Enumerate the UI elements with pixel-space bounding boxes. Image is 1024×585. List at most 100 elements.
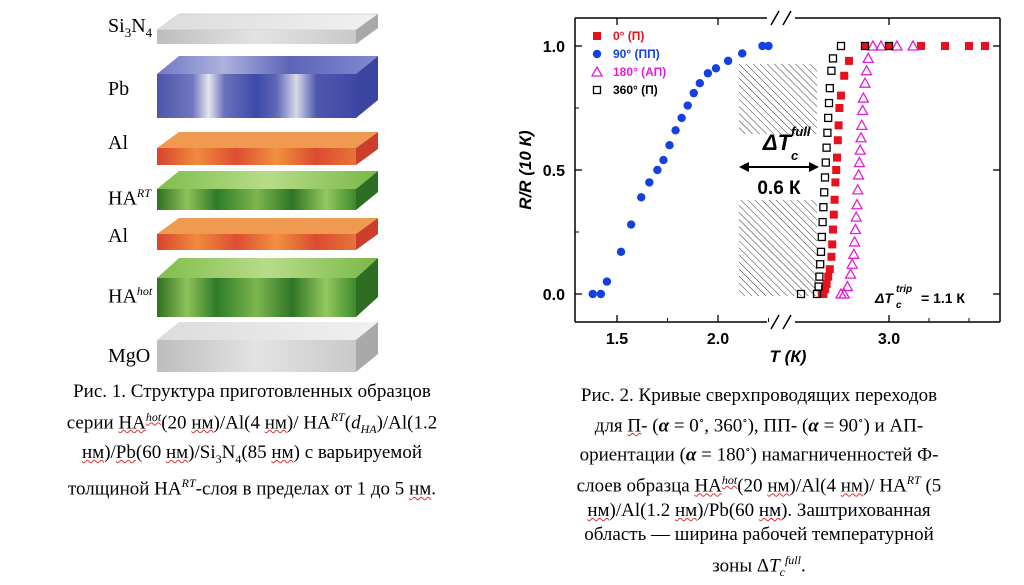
layer-si3n4 bbox=[156, 13, 379, 44]
series-1 bbox=[588, 41, 773, 299]
data-point bbox=[824, 272, 833, 281]
legend-label: 180° (АП) bbox=[613, 65, 666, 79]
data-point bbox=[822, 280, 831, 289]
data-point bbox=[588, 289, 597, 299]
data-point bbox=[884, 41, 894, 51]
data-point bbox=[816, 260, 825, 269]
data-point bbox=[837, 91, 845, 100]
legend-label: 90° (ПП) bbox=[613, 47, 660, 61]
data-point bbox=[796, 289, 806, 299]
data-point bbox=[858, 76, 872, 88]
data-point bbox=[677, 113, 686, 123]
data-point bbox=[723, 56, 733, 66]
y-tick-label: 1.0 bbox=[543, 39, 565, 56]
data-point bbox=[831, 178, 840, 187]
data-point bbox=[840, 71, 849, 80]
data-point bbox=[815, 272, 824, 281]
data-point bbox=[829, 225, 837, 234]
data-point bbox=[832, 166, 841, 174]
data-point bbox=[854, 131, 868, 143]
layer-pb bbox=[157, 56, 378, 118]
axis-break-mark bbox=[782, 10, 792, 26]
data-point bbox=[890, 39, 904, 51]
data-point bbox=[836, 41, 846, 51]
y-tick-label: 0.0 bbox=[543, 287, 565, 304]
data-point bbox=[645, 178, 654, 187]
data-point bbox=[860, 64, 873, 76]
series-0 bbox=[817, 42, 989, 298]
data-point bbox=[758, 41, 767, 51]
data-point bbox=[866, 39, 880, 51]
annotation-trip-value: = 1.1 К bbox=[921, 290, 965, 306]
data-point bbox=[833, 136, 842, 145]
data-point bbox=[850, 210, 863, 222]
annotation-full-symbol: ΔT bbox=[762, 130, 793, 155]
data-point bbox=[847, 247, 860, 259]
label-pb: Pb bbox=[108, 78, 130, 100]
x-axis-label: T (К) bbox=[770, 347, 807, 366]
data-point bbox=[848, 235, 861, 247]
data-point bbox=[596, 289, 606, 299]
data-point bbox=[855, 119, 868, 131]
data-point bbox=[637, 193, 646, 202]
data-point bbox=[874, 39, 888, 51]
data-point bbox=[820, 173, 830, 182]
data-point bbox=[821, 158, 830, 167]
data-point bbox=[665, 141, 674, 150]
data-point bbox=[854, 143, 867, 155]
x-tick-label: 2.0 bbox=[707, 331, 729, 348]
data-point bbox=[844, 267, 857, 279]
data-point bbox=[885, 42, 893, 50]
data-point bbox=[841, 280, 854, 292]
data-point bbox=[849, 223, 862, 235]
layer-al-top bbox=[157, 132, 378, 165]
layer-na-hot bbox=[157, 258, 378, 317]
y-axis-label: R/R (10 К) bbox=[516, 130, 535, 210]
data-point bbox=[833, 153, 841, 162]
series-2 bbox=[834, 39, 920, 299]
data-point bbox=[850, 198, 864, 210]
data-point bbox=[834, 121, 843, 130]
layer-na-rt bbox=[157, 171, 378, 210]
transition-chart: 0.0 0.5 1.0 1.5 2.0 3.0 T (К) R/R (10 К) 0° (П) 9… bbox=[516, 10, 1001, 366]
data-point bbox=[827, 66, 836, 75]
data-point bbox=[822, 143, 831, 152]
data-point bbox=[814, 282, 823, 291]
data-point bbox=[683, 101, 692, 110]
data-point bbox=[851, 183, 864, 195]
series-3 bbox=[796, 41, 894, 299]
label-al-bottom: Al bbox=[108, 225, 128, 247]
data-point bbox=[602, 277, 612, 286]
data-point bbox=[626, 220, 636, 229]
data-point bbox=[827, 252, 836, 261]
annotation-trip-sup: trip bbox=[896, 284, 912, 295]
data-point bbox=[828, 240, 837, 249]
data-point bbox=[981, 42, 989, 50]
label-na-hot: HAhot bbox=[108, 284, 153, 308]
data-point bbox=[821, 285, 829, 294]
annotation-full-sub: c bbox=[791, 148, 799, 163]
data-point bbox=[941, 42, 949, 50]
data-point bbox=[852, 168, 865, 180]
data-point bbox=[828, 54, 838, 63]
data-point bbox=[835, 104, 844, 112]
data-point bbox=[703, 69, 713, 78]
legend: 0° (П) 90° (ПП) 180° (АП) 360° (П) bbox=[590, 29, 666, 97]
label-mgo: MgO bbox=[108, 345, 151, 367]
data-point bbox=[689, 88, 698, 98]
x-tick-label: 1.5 bbox=[606, 331, 628, 348]
data-point bbox=[860, 41, 870, 51]
legend-label: 0° (П) bbox=[613, 29, 644, 43]
data-point bbox=[846, 257, 859, 269]
legend-label: 360° (П) bbox=[613, 83, 658, 97]
annotation-trip-symbol: ΔT bbox=[874, 290, 894, 306]
data-point bbox=[819, 290, 828, 298]
x-tick-label: 3.0 bbox=[878, 331, 900, 348]
data-point bbox=[653, 165, 662, 175]
data-point bbox=[695, 79, 705, 88]
figure1-caption: Рис. 1. Структура приготовленных образцо… bbox=[66, 381, 438, 500]
data-point bbox=[857, 91, 870, 103]
data-point bbox=[592, 49, 602, 59]
data-point bbox=[816, 247, 826, 256]
data-point bbox=[818, 217, 827, 227]
